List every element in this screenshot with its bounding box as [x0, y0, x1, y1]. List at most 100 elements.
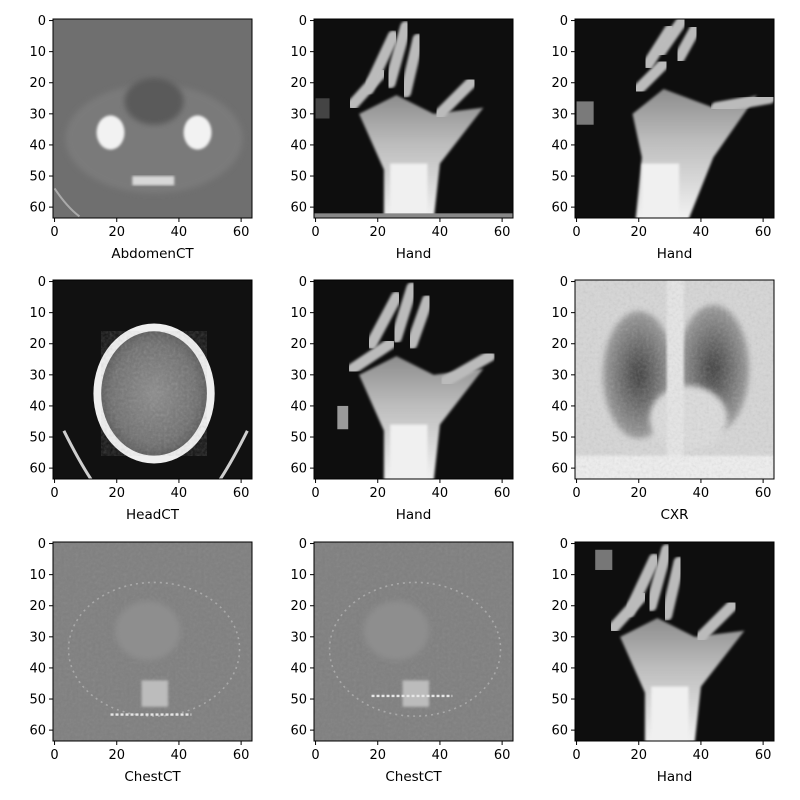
- axes-frame: [313, 18, 514, 219]
- panel-image-chest-ct: [314, 542, 513, 741]
- x-tick-label: 40: [171, 225, 188, 240]
- axes-frame: [52, 18, 253, 219]
- image-panel: 0 20 40 60 0 10 20 30 40 50 60 ChestCT: [29, 537, 253, 785]
- panel-label: Hand: [396, 246, 432, 262]
- x-tick-label: 0: [50, 748, 58, 763]
- x-tick-label: 0: [572, 748, 580, 763]
- y-tick-label: 30: [29, 368, 46, 383]
- image-panel: 0 20 40 60 0 10 20 30 40 50 60 ChestCT: [290, 537, 514, 785]
- image-panel: 0 20 40 60 0 10 20 30 40 50 60 AbdomenCT: [29, 14, 253, 262]
- x-tick-label: 60: [233, 486, 250, 501]
- y-tick-label: 50: [29, 431, 46, 446]
- y-tick-label: 10: [290, 306, 307, 321]
- x-tick-label: 20: [630, 486, 647, 501]
- y-tick-label: 50: [29, 693, 46, 708]
- y-tick-label: 30: [551, 630, 568, 645]
- x-tick-label: 20: [630, 225, 647, 240]
- y-tick-label: 50: [551, 693, 568, 708]
- panel-image-hand-xray: [575, 542, 774, 741]
- y-tick-label: 40: [29, 138, 46, 153]
- y-tick-label: 30: [551, 107, 568, 122]
- panel-image-abdomen-ct: [53, 19, 252, 218]
- y-tick-label: 0: [38, 14, 46, 29]
- y-tick-label: 40: [290, 138, 307, 153]
- y-tick-label: 60: [29, 462, 46, 477]
- panel-label: Hand: [657, 769, 693, 785]
- y-tick-label: 30: [290, 368, 307, 383]
- axes-frame: [313, 541, 514, 742]
- panel-image-chest-xray: [575, 280, 774, 479]
- x-tick-label: 60: [755, 748, 772, 763]
- x-tick-label: 0: [572, 225, 580, 240]
- x-tick-label: 40: [432, 225, 449, 240]
- x-tick-label: 0: [572, 486, 580, 501]
- y-tick-label: 40: [290, 661, 307, 676]
- panel-image-hand-xray: [314, 19, 513, 218]
- axes-frame: [52, 541, 253, 742]
- y-tick-label: 0: [560, 14, 568, 29]
- y-tick-label: 10: [551, 568, 568, 583]
- x-tick-label: 40: [171, 748, 188, 763]
- x-tick-label: 40: [432, 748, 449, 763]
- panel-label: HeadCT: [126, 507, 180, 523]
- axes-frame: [574, 541, 775, 742]
- image-panel: 0 20 40 60 0 10 20 30 40 50 60 Hand: [551, 537, 775, 785]
- y-tick-label: 40: [29, 661, 46, 676]
- axes-frame: [574, 18, 775, 219]
- x-tick-label: 20: [369, 748, 386, 763]
- x-tick-label: 40: [693, 748, 710, 763]
- x-tick-label: 20: [369, 486, 386, 501]
- y-tick-label: 20: [290, 337, 307, 352]
- y-tick-label: 40: [551, 138, 568, 153]
- panel-label: Hand: [396, 507, 432, 523]
- image-panel: 0 20 40 60 0 10 20 30 40 50 60 Hand: [290, 14, 514, 262]
- y-tick-label: 10: [551, 45, 568, 60]
- panel-label: Hand: [657, 246, 693, 262]
- y-tick-label: 40: [551, 661, 568, 676]
- x-tick-label: 40: [432, 486, 449, 501]
- y-tick-label: 10: [29, 568, 46, 583]
- y-tick-label: 60: [290, 201, 307, 216]
- y-tick-label: 20: [551, 599, 568, 614]
- y-tick-label: 10: [290, 568, 307, 583]
- y-tick-label: 0: [38, 275, 46, 290]
- x-tick-label: 20: [369, 225, 386, 240]
- x-tick-label: 0: [50, 486, 58, 501]
- x-tick-label: 20: [108, 748, 125, 763]
- x-tick-label: 60: [233, 225, 250, 240]
- y-tick-label: 0: [299, 14, 307, 29]
- x-tick-label: 40: [171, 486, 188, 501]
- y-tick-label: 10: [29, 306, 46, 321]
- x-tick-label: 60: [494, 225, 511, 240]
- x-tick-label: 0: [311, 748, 319, 763]
- y-tick-label: 20: [551, 337, 568, 352]
- image-panel: 0 20 40 60 0 10 20 30 40 50 60 HeadCT: [29, 275, 253, 523]
- panel-label: CXR: [660, 507, 688, 523]
- y-tick-label: 10: [290, 45, 307, 60]
- y-tick-label: 40: [551, 399, 568, 414]
- panel-label: ChestCT: [385, 769, 442, 785]
- y-tick-label: 60: [290, 724, 307, 739]
- y-tick-label: 60: [551, 462, 568, 477]
- y-tick-label: 30: [29, 107, 46, 122]
- y-tick-label: 50: [290, 693, 307, 708]
- y-tick-label: 50: [551, 170, 568, 185]
- y-tick-label: 60: [29, 201, 46, 216]
- y-tick-label: 0: [560, 275, 568, 290]
- y-tick-label: 0: [38, 537, 46, 552]
- x-tick-label: 60: [494, 748, 511, 763]
- y-tick-label: 0: [299, 537, 307, 552]
- y-tick-label: 30: [290, 630, 307, 645]
- panel-label: ChestCT: [124, 769, 181, 785]
- x-tick-label: 0: [311, 486, 319, 501]
- panel-image-hand-xray: [314, 280, 513, 479]
- x-tick-label: 0: [311, 225, 319, 240]
- y-tick-label: 50: [29, 170, 46, 185]
- y-tick-label: 30: [290, 107, 307, 122]
- axes-frame: [52, 279, 253, 480]
- y-tick-label: 20: [290, 76, 307, 91]
- y-tick-label: 20: [290, 599, 307, 614]
- y-tick-label: 60: [551, 724, 568, 739]
- y-tick-label: 60: [290, 462, 307, 477]
- x-tick-label: 0: [50, 225, 58, 240]
